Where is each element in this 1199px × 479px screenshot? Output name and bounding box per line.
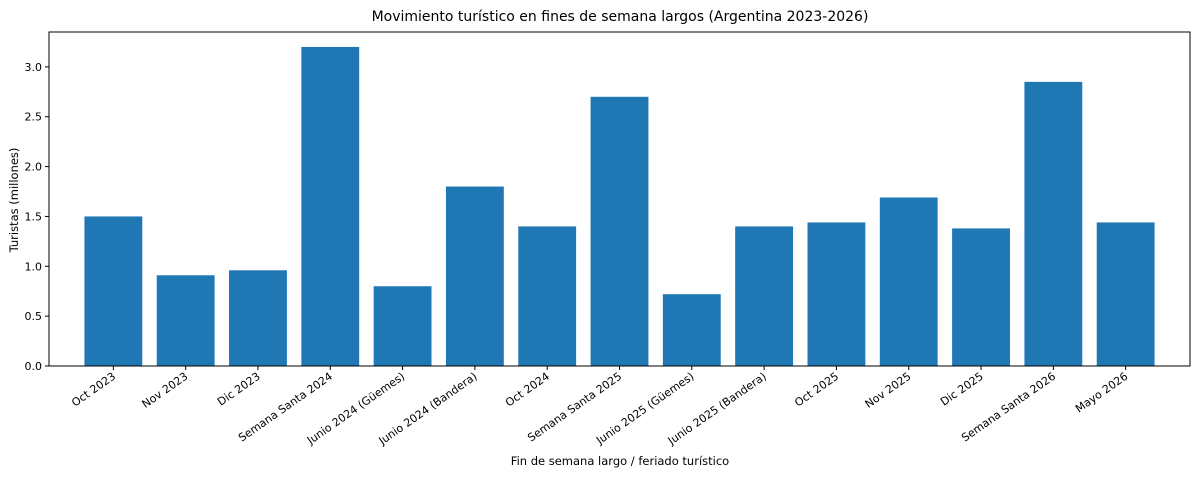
plot-area: 0.0 0.5 1.0 1.5 2.0 2.5 3.0 Oct 2023 Nov 2023 Dic… [25,31,1191,448]
y-tick-label: 2.0 [25,161,43,174]
y-tick-label: 1.5 [25,210,43,223]
bar [735,226,794,366]
bar [518,226,577,366]
x-tick-label: Dic 2025 [938,370,986,409]
x-tick-label: Oct 2024 [503,370,552,410]
bar [590,96,649,366]
bar [445,186,504,366]
x-tick-label: Dic 2023 [215,370,263,409]
x-tick-label: Oct 2023 [69,370,118,410]
x-axis-label: Fin de semana largo / feriado turístico [511,454,729,468]
bar [879,197,938,366]
x-tick-label: Nov 2025 [863,370,914,411]
y-axis-label: Turistas (millones) [7,148,21,254]
chart-title: Movimiento turístico en fines de semana … [372,9,869,25]
bar [662,294,721,366]
x-tick-label: Oct 2025 [792,370,841,410]
x-tick-label: Nov 2023 [140,370,191,411]
bar [156,275,215,366]
y-tick-label: 0.0 [25,360,43,373]
plot-frame [48,31,1191,367]
bar [301,46,360,367]
y-tick-label: 1.0 [25,260,43,273]
bar [952,228,1010,366]
bar [1024,81,1083,366]
y-tick-label: 0.5 [25,310,43,323]
bar [229,270,287,366]
x-tick-label: Mayo 2026 [1073,370,1130,416]
y-tick-label: 3.0 [25,61,43,74]
y-tick-label: 2.5 [25,111,43,124]
bar [84,216,143,366]
bar [1096,222,1155,366]
bar [373,286,432,366]
bar [807,222,866,366]
